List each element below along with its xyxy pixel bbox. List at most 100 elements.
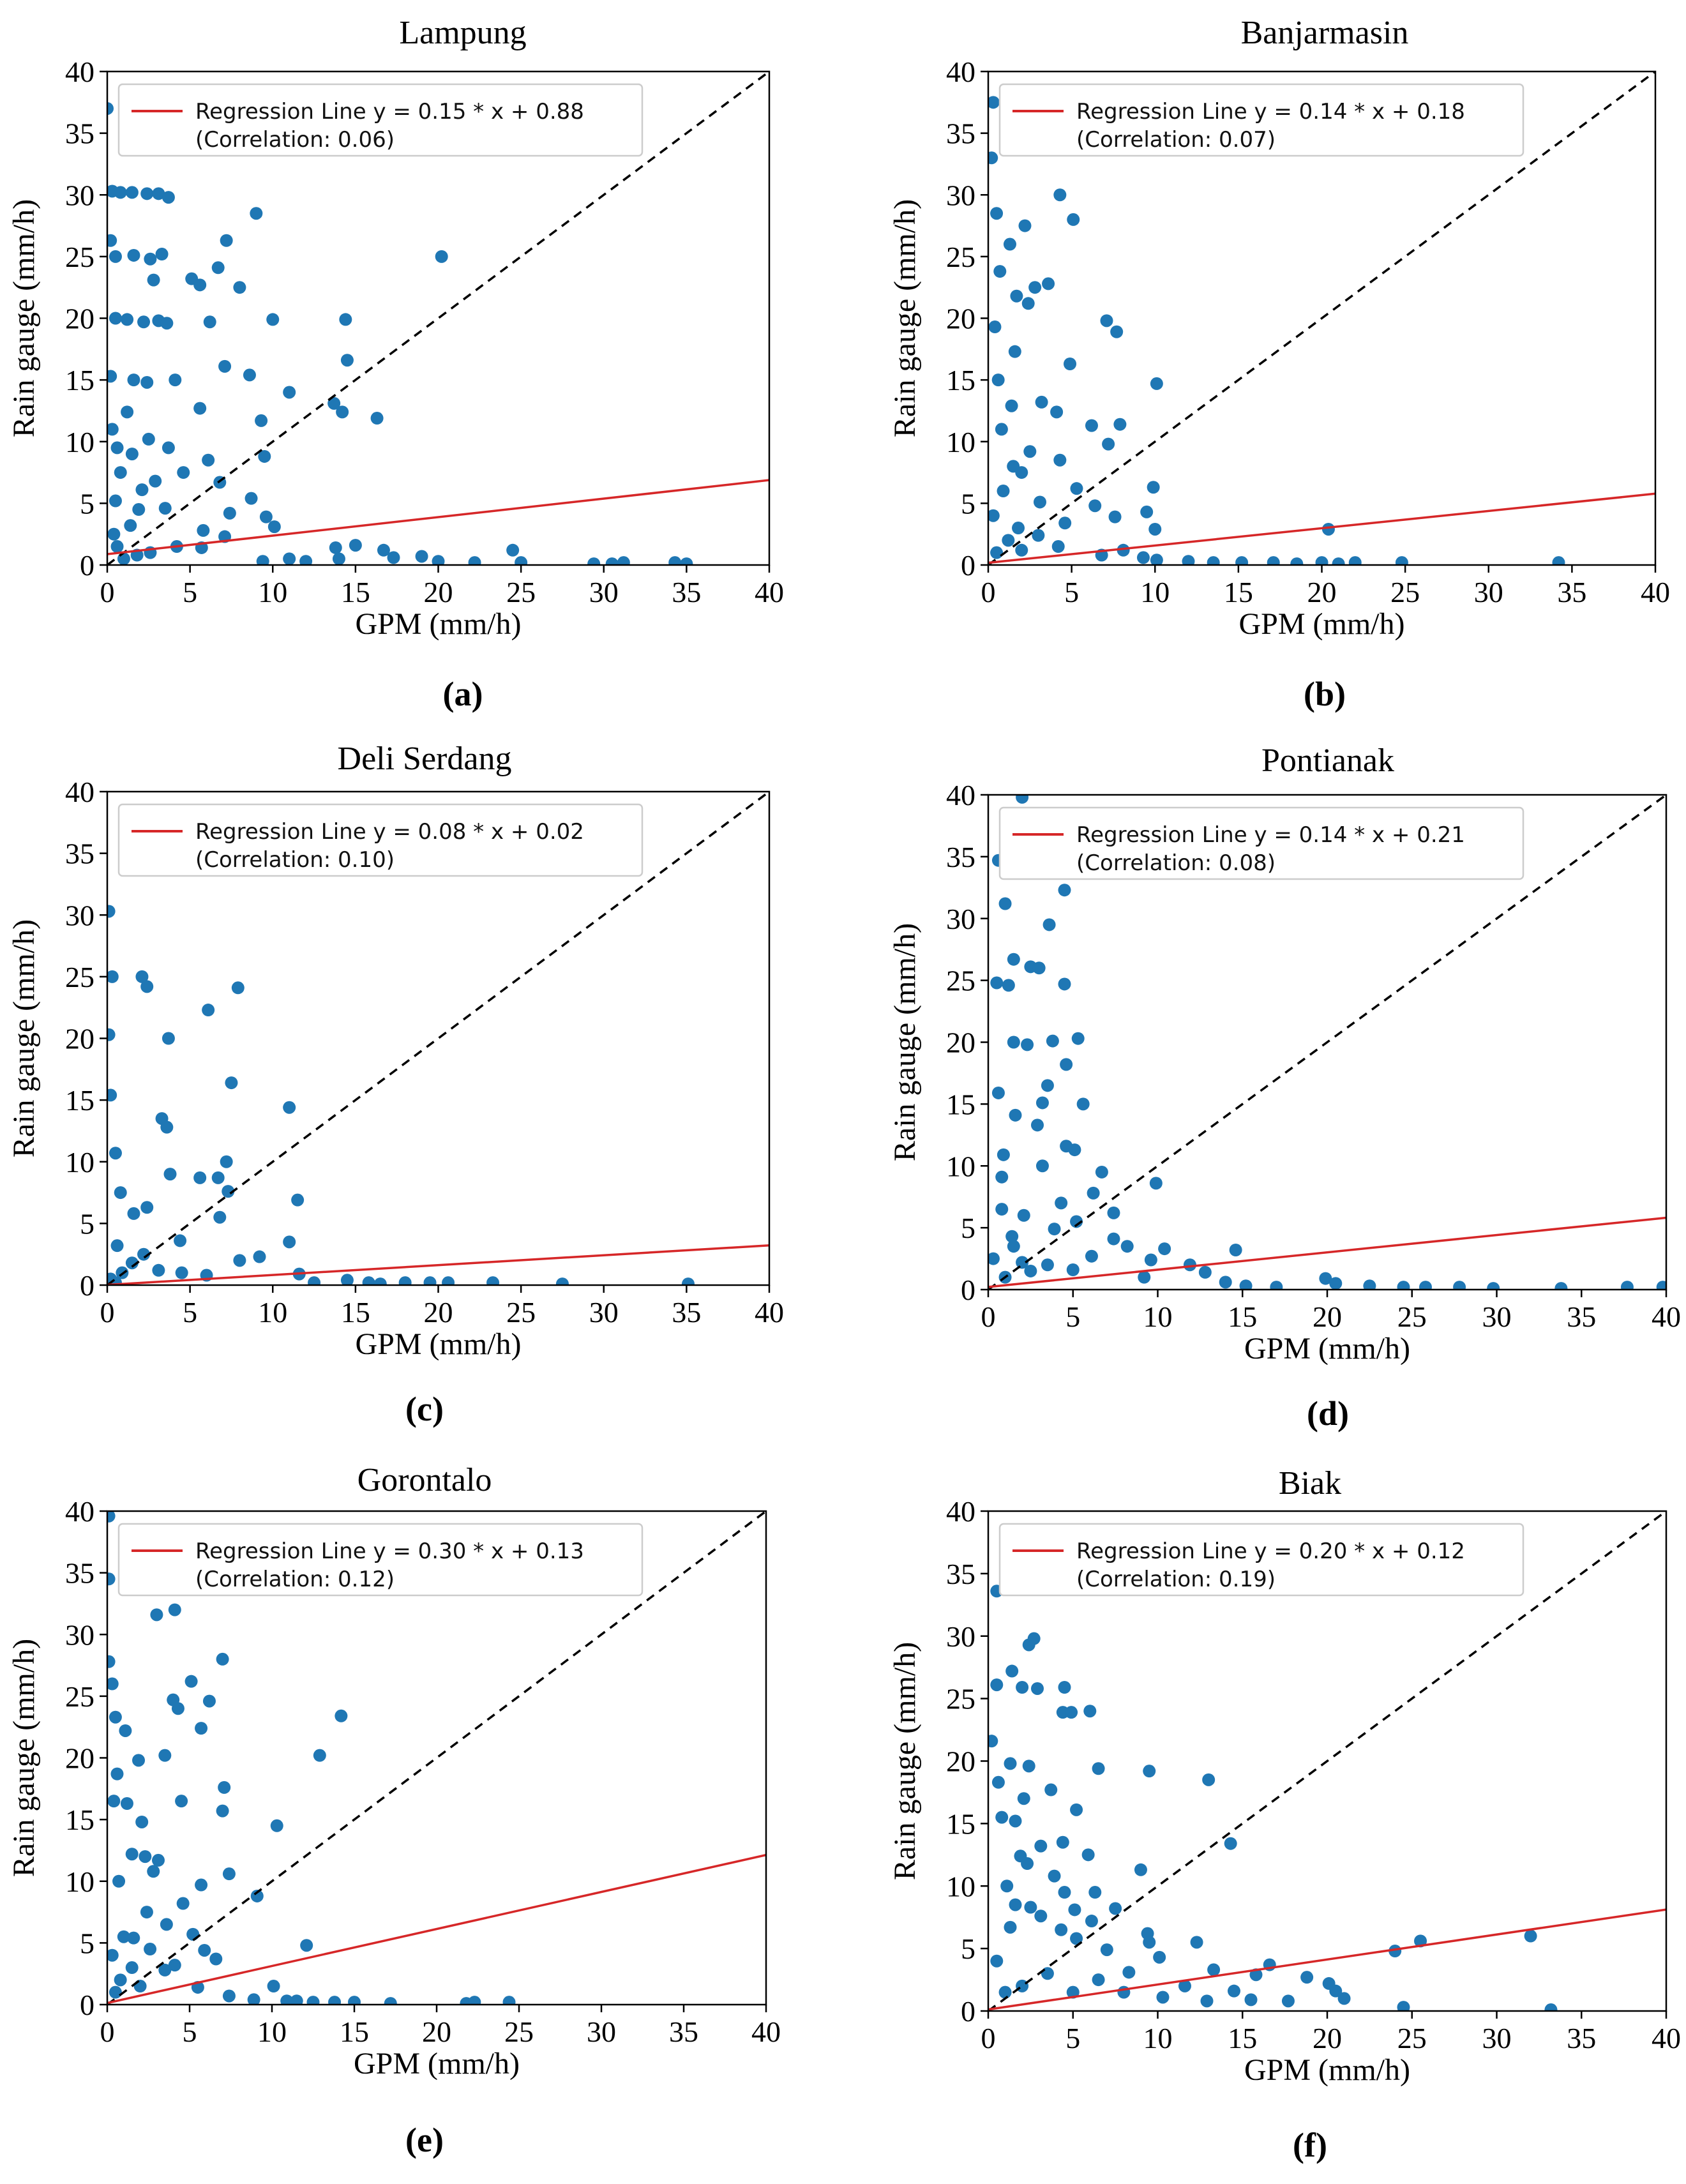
- chart-2-point-7: [162, 1032, 175, 1045]
- chart-0-point-59: [110, 540, 124, 554]
- chart-1-xtick-label-7: 35: [1557, 576, 1586, 608]
- chart-4-point-47: [247, 1993, 260, 2005]
- chart-3-point-38: [1005, 1230, 1019, 1243]
- chart-4-xtick-label-2: 10: [257, 2015, 287, 2048]
- chart-3-point-64: [1016, 1256, 1029, 1269]
- chart-2-ytick-label-8: 40: [65, 776, 94, 808]
- chart-2-xtick-label-0: 0: [100, 1296, 115, 1329]
- chart-3-legend-line1: Regression Line y = 0.14 * x + 0.21: [1076, 822, 1465, 848]
- chart-5-ytick-label-6: 30: [946, 1620, 975, 1653]
- chart-1-ylabel: Rain gauge (mm/h): [888, 199, 922, 437]
- chart-0-plot-area: [107, 72, 769, 565]
- chart-4-point-42: [168, 1959, 181, 1972]
- chart-0-ytick-label-0: 0: [80, 549, 94, 582]
- chart-4-point-29: [147, 1865, 160, 1878]
- chart-1-xlabel: GPM (mm/h): [1238, 607, 1404, 641]
- chart-5-xtick-label-6: 30: [1482, 2022, 1512, 2054]
- chart-1-point-7: [1003, 237, 1016, 251]
- chart-1-point-59: [988, 509, 1000, 522]
- chart-0-point-64: [377, 543, 390, 557]
- chart-0-point-26: [266, 313, 280, 326]
- chart-3-point-68: [995, 1203, 1009, 1216]
- chart-4-point-35: [160, 1918, 173, 1931]
- chart-4-point-51: [328, 1996, 342, 2005]
- chart-5-legend-line2: (Correlation: 0.19): [1076, 1567, 1276, 1592]
- chart-2-point-43: [681, 1277, 695, 1285]
- chart-3-point-50: [1239, 1279, 1253, 1290]
- chart-1-point-36: [1058, 516, 1072, 530]
- chart-2-panel: 0 5 10 15 20 25 30 35 40 0 5 10 15 20 25 30 35 40 Deli Ser…: [7, 741, 784, 1428]
- chart-0-point-13: [144, 252, 157, 266]
- chart-5-point-29: [1134, 1863, 1147, 1876]
- chart-2-point-25: [283, 1235, 296, 1249]
- chart-4-point-26: [125, 1848, 139, 1861]
- chart-5-point-63: [1244, 1993, 1258, 2007]
- chart-0-point-74: [515, 556, 528, 565]
- chart-0-xtick-label-5: 25: [506, 576, 536, 608]
- chart-2-xtick-label-2: 10: [258, 1296, 287, 1329]
- chart-2-point-29: [125, 1256, 139, 1270]
- chart-3-point-51: [1270, 1281, 1283, 1290]
- chart-1-point-6: [1018, 219, 1032, 232]
- chart-1-point-15: [1008, 345, 1021, 358]
- chart-2-point-34: [137, 1247, 151, 1261]
- chart-5-point-73: [990, 1954, 1004, 1968]
- chart-2-ylabel: Rain gauge (mm/h): [7, 919, 41, 1157]
- chart-5-ytick-label-1: 5: [961, 1932, 975, 1965]
- chart-2-point-24: [174, 1234, 187, 1247]
- chart-3-identity-line: [988, 795, 1666, 1290]
- chart-3-point-45: [1041, 1258, 1054, 1272]
- chart-4-point-36: [140, 1906, 153, 1919]
- chart-4-point-15: [158, 1749, 172, 1762]
- chart-1-ytick-label-8: 40: [946, 56, 975, 88]
- chart-3-point-39: [1120, 1240, 1134, 1253]
- chart-2-xtick-label-8: 40: [755, 1296, 784, 1329]
- chart-2-point-5: [231, 981, 245, 995]
- chart-0-point-12: [127, 248, 140, 262]
- chart-5-xtick-label-7: 35: [1567, 2022, 1596, 2054]
- chart-1-point-16: [988, 320, 1002, 334]
- chart-4-point-44: [267, 1980, 280, 1993]
- chart-2-xtick-label-4: 20: [424, 1296, 453, 1329]
- chart-3-point-31: [1087, 1186, 1100, 1200]
- chart-2-legend: [117, 803, 644, 877]
- chart-5-point-57: [1329, 1984, 1343, 1998]
- chart-4-point-2: [168, 1603, 181, 1616]
- chart-4-point-59: [133, 1980, 147, 1993]
- chart-2-point-30: [152, 1263, 165, 1277]
- chart-0-point-28: [340, 354, 354, 367]
- chart-0-point-57: [197, 523, 210, 537]
- chart-3-ytick-label-2: 10: [946, 1150, 975, 1182]
- chart-2-ytick-label-5: 25: [65, 961, 94, 993]
- chart-0-point-40: [193, 402, 207, 415]
- chart-0-point-36: [327, 396, 341, 410]
- chart-1-point-43: [1136, 551, 1150, 564]
- chart-1-ytick-label-4: 20: [946, 303, 975, 335]
- chart-3-point-67: [1024, 1264, 1037, 1277]
- chart-0-point-71: [256, 555, 269, 565]
- chart-4-point-41: [209, 1952, 223, 1966]
- chart-1-point-52: [1348, 556, 1362, 565]
- chart-4-point-39: [300, 1939, 313, 1952]
- chart-4-point-62: [144, 1943, 157, 1956]
- chart-0-legend-line1: Regression Line y = 0.15 * x + 0.88: [195, 99, 584, 124]
- chart-0-xtick-label-3: 15: [341, 576, 370, 608]
- chart-4-xtick-label-8: 40: [751, 2015, 781, 2048]
- chart-4-plot-area: [107, 1511, 766, 2005]
- chart-3-point-52: [1319, 1272, 1332, 1285]
- chart-1-regression-line: [988, 492, 1655, 564]
- chart-5-point-15: [1143, 1765, 1156, 1778]
- chart-1-point-41: [1117, 543, 1130, 557]
- chart-5-point-14: [1092, 1762, 1105, 1775]
- chart-0-point-84: [132, 503, 146, 516]
- chart-2-xtick-label-1: 5: [183, 1296, 197, 1329]
- chart-5-point-9: [1065, 1706, 1078, 1719]
- chart-5-point-4: [990, 1678, 1004, 1692]
- chart-4-point-17: [132, 1754, 146, 1767]
- chart-4-xlabel: GPM (mm/h): [354, 2047, 520, 2081]
- chart-1-point-12: [1021, 297, 1035, 310]
- chart-2-point-26: [110, 1239, 124, 1253]
- chart-1-ytick-label-7: 35: [946, 117, 975, 150]
- chart-4-point-27: [139, 1850, 152, 1864]
- chart-5-point-65: [1397, 2001, 1410, 2011]
